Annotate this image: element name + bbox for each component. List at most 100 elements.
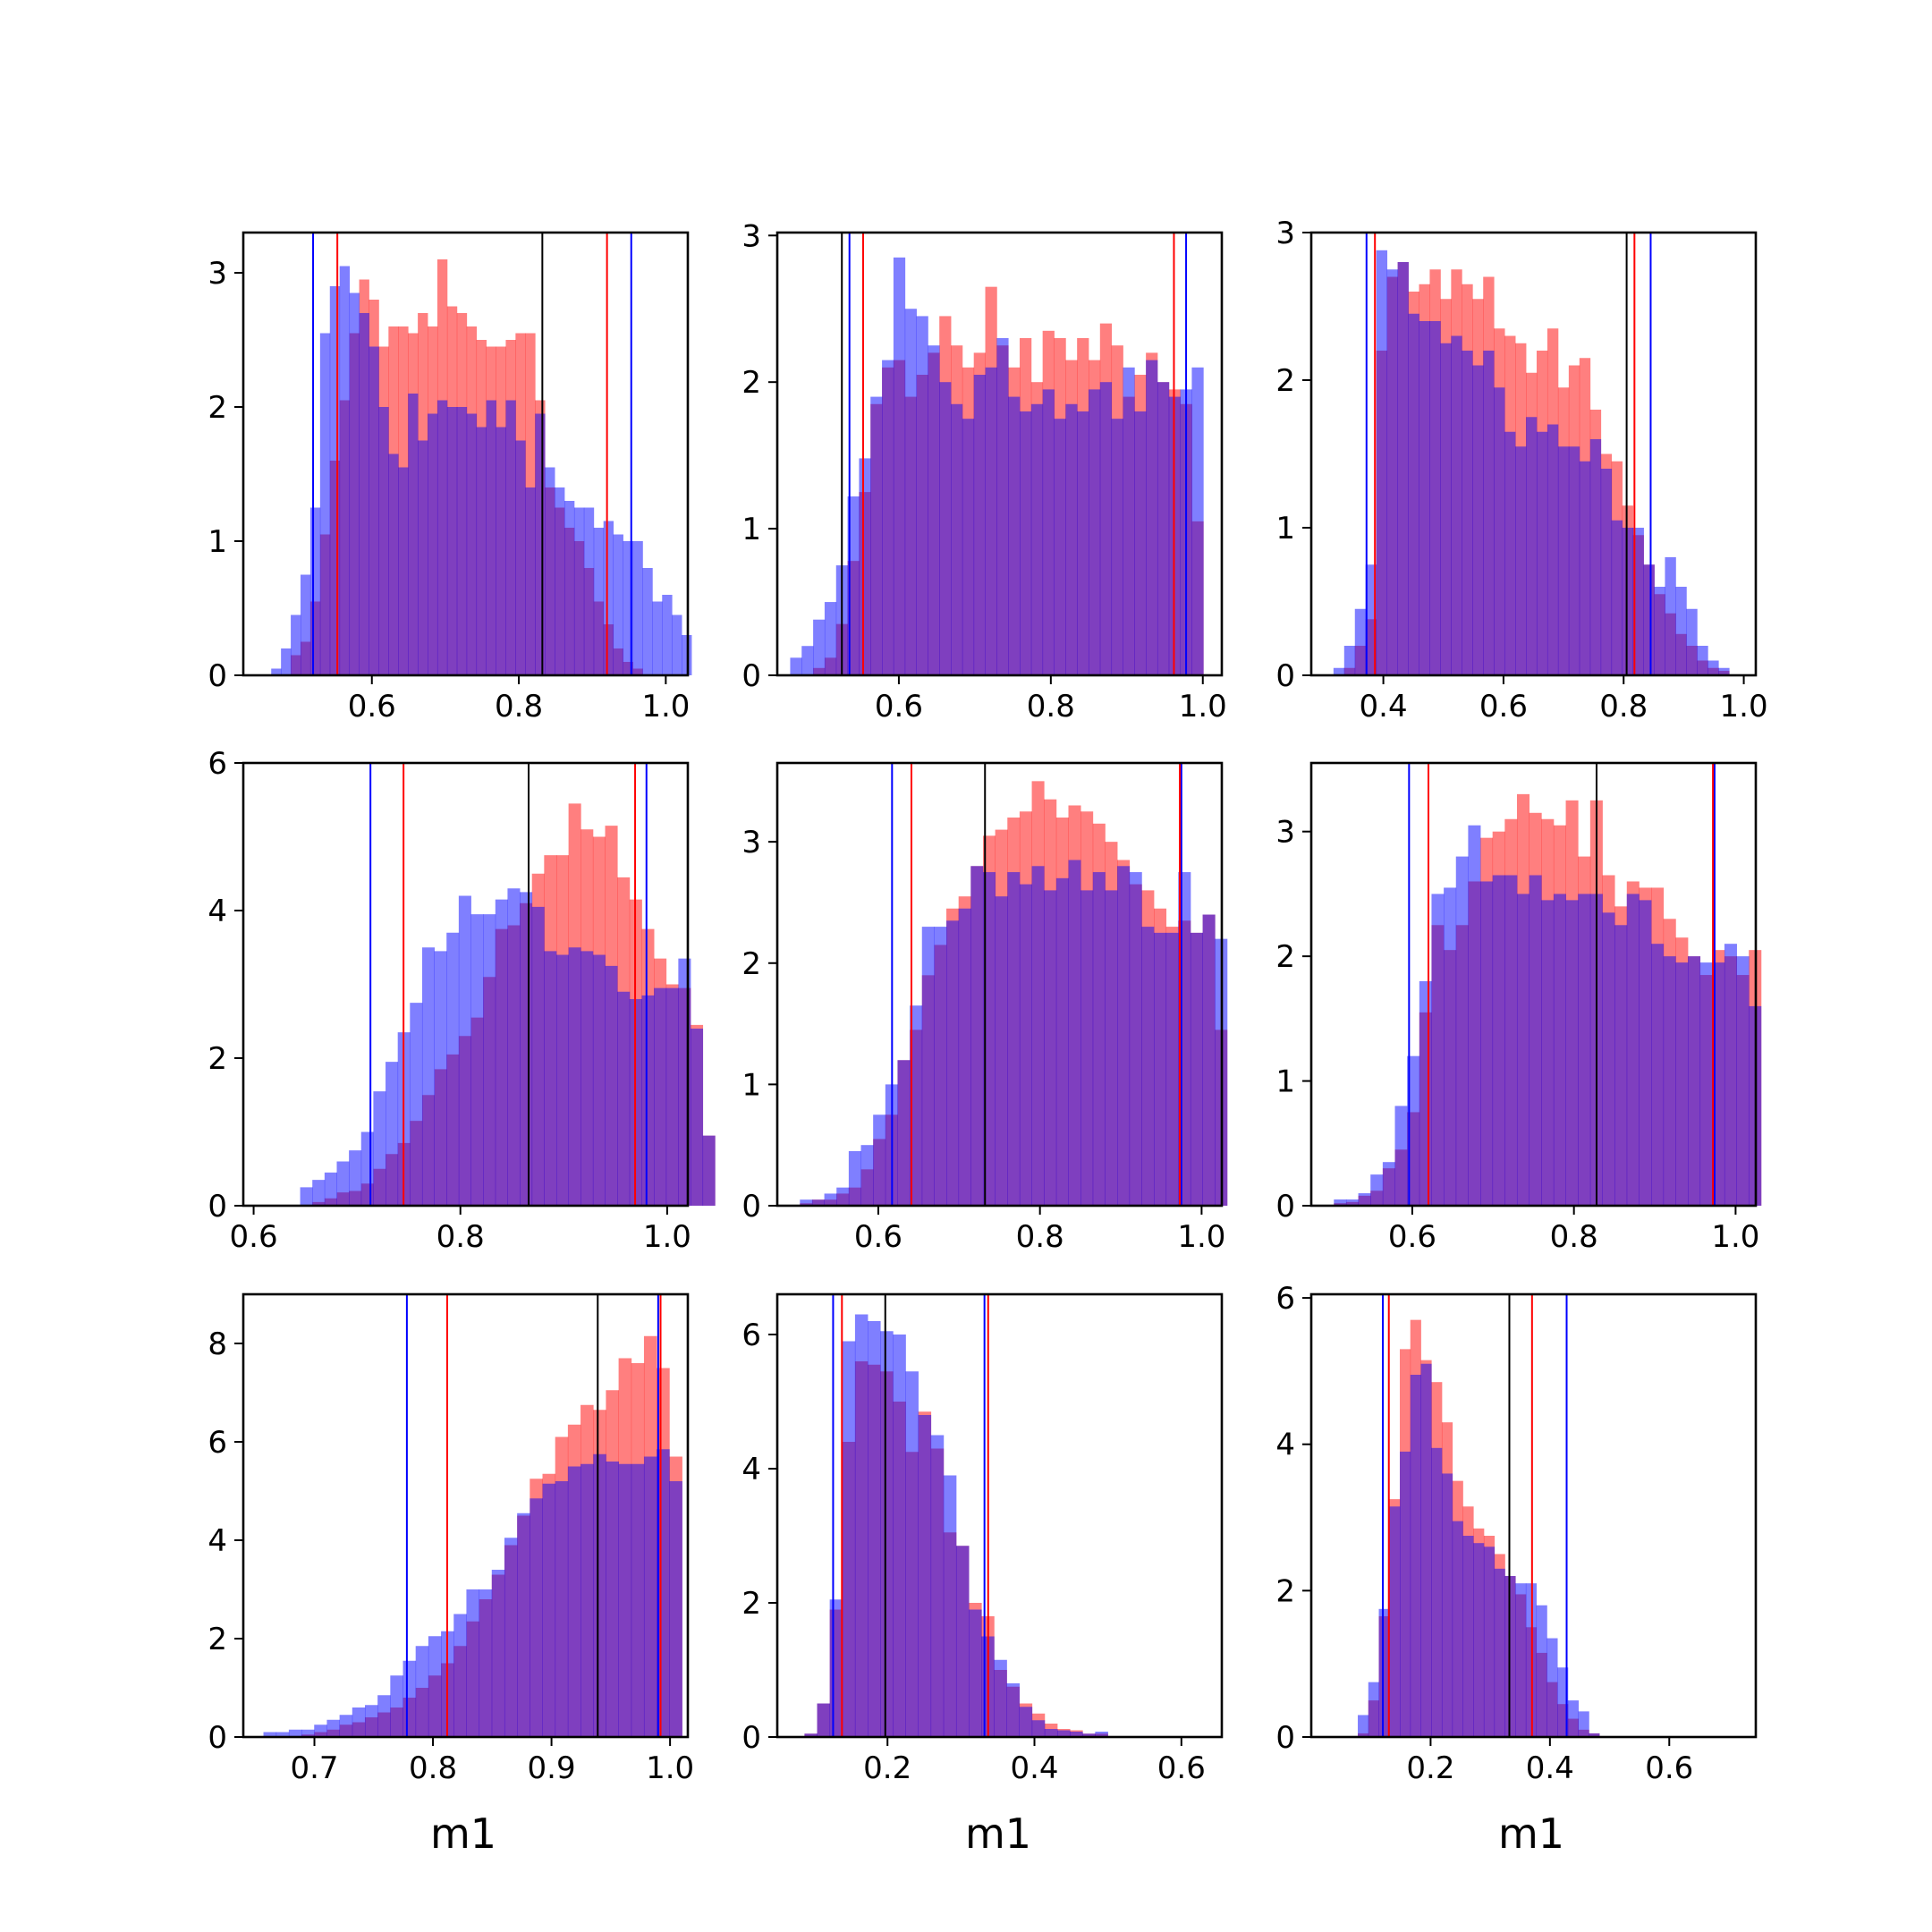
blue-histogram-bar — [1031, 1720, 1046, 1737]
y-tick-label: 3 — [1275, 815, 1295, 851]
blue-histogram-bar — [369, 346, 379, 675]
x-tick-label: 0.6 — [230, 1219, 278, 1255]
blue-histogram-bar — [466, 413, 478, 675]
blue-histogram-bar — [1370, 1174, 1384, 1206]
y-tick-label: 0 — [208, 1189, 227, 1224]
blue-histogram-bar — [535, 413, 546, 675]
blue-histogram-bar — [1202, 914, 1216, 1206]
blue-histogram-bar — [603, 521, 614, 675]
blue-histogram-bar — [458, 895, 471, 1206]
blue-histogram-bar — [1494, 1568, 1505, 1737]
panel-3: 0.4 0.6 0.8 1.0 0 1 2 3 — [1275, 216, 1767, 724]
blue-histogram-bar — [1019, 884, 1032, 1206]
blue-histogram-bar — [1117, 866, 1131, 1206]
blue-histogram-bar — [349, 1150, 362, 1207]
y-tick-label: 6 — [208, 746, 227, 782]
xlabel-col-2: m1 — [965, 1809, 1031, 1858]
y-tick-label: 1 — [1275, 1064, 1295, 1100]
blue-histogram-bar — [446, 932, 460, 1206]
blue-histogram-bar — [921, 927, 935, 1206]
blue-histogram-bar — [486, 400, 496, 675]
blue-histogram-bar — [349, 292, 360, 675]
blue-histogram-bar — [870, 396, 883, 675]
blue-histogram-bar — [360, 1131, 374, 1206]
blue-histogram-bar — [275, 1732, 290, 1737]
blue-histogram-bar — [314, 1724, 327, 1737]
blue-histogram-bar — [476, 427, 487, 675]
blue-histogram-bar — [446, 407, 458, 675]
blue-histogram-bar — [453, 1614, 467, 1737]
blue-histogram-bar — [1099, 382, 1113, 675]
blue-histogram-bar — [1553, 894, 1566, 1206]
blue-histogram-bar — [580, 951, 594, 1207]
blue-histogram-bar — [1082, 1733, 1096, 1737]
blue-histogram-bar — [880, 1331, 894, 1737]
blue-histogram-bar — [1080, 890, 1094, 1206]
blue-histogram-bar — [1504, 875, 1518, 1206]
blue-histogram-bar — [1494, 387, 1505, 675]
y-tick-label: 2 — [741, 365, 761, 401]
blue-histogram-bar — [1614, 925, 1628, 1206]
blue-histogram-bar — [1431, 894, 1445, 1206]
y-tick-label: 1 — [741, 512, 761, 547]
y-tick-label: 6 — [741, 1318, 761, 1353]
blue-histogram-bar — [995, 896, 1008, 1206]
blue-histogram-bar — [288, 1729, 302, 1737]
blue-histogram-bar — [1129, 872, 1142, 1206]
blue-histogram-bar — [943, 1475, 957, 1737]
y-tick-label: 0 — [1275, 1189, 1295, 1224]
blue-histogram-bar — [281, 648, 292, 675]
blue-histogram-bar — [466, 1589, 480, 1737]
blue-histogram-bar — [583, 507, 595, 675]
blue-histogram-bar — [564, 501, 575, 675]
x-tick-label: 0.8 — [1027, 689, 1075, 724]
blue-histogram-bar — [1483, 351, 1495, 675]
blue-histogram-bar — [1546, 424, 1559, 675]
blue-histogram-bar — [1567, 1700, 1579, 1737]
blue-histogram-bar — [1557, 1667, 1569, 1737]
blue-histogram-bar — [836, 1187, 850, 1206]
blue-histogram-bar — [1473, 1543, 1485, 1737]
blue-histogram-bar — [605, 965, 618, 1207]
blue-histogram-bar — [593, 528, 605, 675]
y-tick-label: 2 — [741, 1586, 761, 1622]
blue-histogram-bar — [905, 1371, 919, 1737]
blue-histogram-bar — [642, 568, 653, 675]
x-tick-label: 0.8 — [495, 689, 543, 724]
x-tick-label: 0.8 — [409, 1750, 457, 1786]
y-tick-label: 6 — [1275, 1281, 1295, 1317]
blue-histogram-bar — [1165, 932, 1179, 1206]
blue-histogram-bar — [1111, 419, 1123, 675]
y-tick-label: 1 — [741, 1067, 761, 1103]
blue-histogram-bar — [1008, 396, 1021, 675]
blue-histogram-bar — [1054, 419, 1066, 675]
blue-histogram-bar — [1429, 321, 1441, 675]
x-tick-label: 1.0 — [1711, 1219, 1759, 1255]
blue-histogram-bar — [1334, 1199, 1347, 1206]
blue-histogram-bar — [1368, 1682, 1379, 1737]
blue-histogram-bar — [1492, 875, 1505, 1206]
y-tick-label: 2 — [1275, 939, 1295, 975]
blue-histogram-bar — [662, 595, 673, 675]
blue-histogram-bar — [916, 316, 928, 675]
blue-histogram-bar — [985, 367, 997, 675]
blue-histogram-bar — [848, 1150, 861, 1206]
blue-histogram-bar — [1397, 262, 1409, 675]
y-tick-label: 3 — [1275, 216, 1295, 251]
blue-histogram-bar — [373, 1091, 386, 1207]
blue-histogram-bar — [1675, 587, 1687, 675]
axes-frame — [242, 231, 690, 677]
panel-7: 0.7 0.8 0.9 1.0 0 2 4 6 8 — [208, 1292, 694, 1786]
blue-histogram-bar — [1056, 1730, 1071, 1737]
blue-histogram-bar — [800, 1199, 813, 1206]
panel-8: 0.2 0.4 0.6 0 2 4 6 — [741, 1292, 1224, 1786]
blue-histogram-bar — [678, 958, 691, 1207]
blue-histogram-bar — [507, 888, 521, 1206]
blue-histogram-bar — [388, 453, 399, 675]
x-tick-label: 0.4 — [1010, 1750, 1058, 1786]
blue-histogram-bar — [1190, 932, 1203, 1206]
blue-histogram-bar — [970, 866, 984, 1206]
blue-histogram-bar — [1707, 660, 1719, 675]
blue-histogram-bar — [904, 309, 917, 675]
